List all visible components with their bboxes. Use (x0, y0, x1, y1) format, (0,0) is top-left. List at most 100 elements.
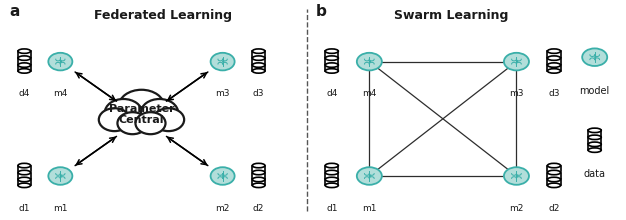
FancyArrowPatch shape (167, 136, 207, 165)
Ellipse shape (18, 183, 31, 188)
Ellipse shape (326, 49, 338, 53)
Circle shape (210, 167, 235, 185)
Ellipse shape (547, 63, 561, 67)
Ellipse shape (252, 177, 265, 182)
Polygon shape (588, 130, 601, 136)
Ellipse shape (326, 69, 338, 73)
Ellipse shape (588, 148, 602, 152)
Ellipse shape (547, 183, 561, 188)
FancyArrowPatch shape (168, 72, 208, 100)
Ellipse shape (588, 128, 602, 133)
Polygon shape (18, 165, 31, 171)
Polygon shape (547, 58, 561, 64)
Circle shape (153, 108, 184, 131)
Text: b: b (316, 4, 327, 19)
Ellipse shape (18, 177, 31, 182)
Polygon shape (547, 172, 561, 178)
Text: m2: m2 (215, 204, 230, 213)
Polygon shape (252, 172, 265, 178)
Circle shape (105, 99, 142, 126)
Ellipse shape (326, 177, 338, 182)
Circle shape (119, 90, 164, 123)
Circle shape (99, 108, 130, 131)
Text: d1: d1 (19, 204, 30, 213)
Text: data: data (583, 169, 606, 179)
Ellipse shape (252, 183, 265, 188)
Polygon shape (547, 65, 561, 71)
Text: d1: d1 (326, 204, 337, 213)
Circle shape (210, 53, 235, 70)
Ellipse shape (252, 56, 265, 60)
Ellipse shape (252, 170, 265, 175)
Text: m1: m1 (53, 204, 68, 213)
Polygon shape (252, 165, 265, 171)
Text: Swarm Learning: Swarm Learning (394, 9, 508, 22)
Ellipse shape (547, 163, 561, 168)
Circle shape (582, 48, 607, 66)
Ellipse shape (252, 163, 265, 168)
Text: d3: d3 (548, 89, 560, 98)
Ellipse shape (547, 49, 561, 53)
Polygon shape (18, 51, 31, 57)
Ellipse shape (588, 142, 602, 147)
Ellipse shape (18, 49, 31, 53)
Polygon shape (326, 165, 338, 171)
Text: d4: d4 (19, 89, 30, 98)
Circle shape (48, 167, 73, 185)
Ellipse shape (326, 63, 338, 67)
Circle shape (118, 112, 148, 134)
Circle shape (141, 99, 178, 126)
Ellipse shape (326, 170, 338, 175)
Text: m3: m3 (215, 89, 230, 98)
Circle shape (48, 53, 73, 70)
Ellipse shape (252, 69, 265, 73)
Circle shape (504, 53, 529, 70)
FancyArrowPatch shape (76, 73, 116, 101)
Polygon shape (252, 65, 265, 71)
Text: m2: m2 (510, 204, 523, 213)
Text: m4: m4 (362, 89, 376, 98)
Ellipse shape (547, 170, 561, 175)
Ellipse shape (326, 183, 338, 188)
Text: d3: d3 (253, 89, 264, 98)
Polygon shape (252, 51, 265, 57)
Text: a: a (9, 4, 19, 19)
Text: d4: d4 (326, 89, 337, 98)
Ellipse shape (547, 56, 561, 60)
Text: m1: m1 (362, 204, 377, 213)
Text: model: model (580, 86, 610, 96)
Polygon shape (547, 180, 561, 185)
Ellipse shape (588, 135, 602, 139)
Polygon shape (547, 165, 561, 171)
Ellipse shape (547, 69, 561, 73)
Polygon shape (18, 65, 31, 71)
Ellipse shape (18, 56, 31, 60)
Text: Parameter
Central: Parameter Central (109, 104, 174, 125)
FancyBboxPatch shape (106, 112, 177, 139)
Polygon shape (326, 180, 338, 185)
Text: m4: m4 (53, 89, 68, 98)
Polygon shape (18, 172, 31, 178)
Ellipse shape (18, 63, 31, 67)
FancyArrowPatch shape (167, 73, 207, 101)
Ellipse shape (326, 56, 338, 60)
Polygon shape (18, 58, 31, 64)
FancyArrowPatch shape (76, 136, 116, 165)
Circle shape (357, 167, 382, 185)
Polygon shape (547, 51, 561, 57)
Text: m3: m3 (509, 89, 524, 98)
FancyArrowPatch shape (168, 138, 208, 166)
Polygon shape (252, 180, 265, 185)
Ellipse shape (252, 63, 265, 67)
FancyArrowPatch shape (75, 138, 115, 166)
Text: d2: d2 (548, 204, 560, 213)
Circle shape (504, 167, 529, 185)
FancyArrowPatch shape (75, 72, 115, 100)
Polygon shape (326, 65, 338, 71)
Polygon shape (588, 137, 601, 143)
Ellipse shape (18, 69, 31, 73)
Circle shape (357, 53, 382, 70)
Ellipse shape (18, 163, 31, 168)
Text: Federated Learning: Federated Learning (93, 9, 232, 22)
Text: d2: d2 (253, 204, 264, 213)
